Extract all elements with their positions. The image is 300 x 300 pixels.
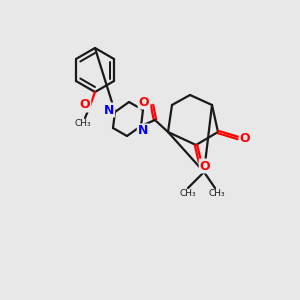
Text: O: O bbox=[80, 98, 90, 112]
Text: O: O bbox=[139, 95, 149, 109]
Text: CH₃: CH₃ bbox=[75, 118, 91, 127]
Text: CH₃: CH₃ bbox=[180, 190, 196, 199]
Text: O: O bbox=[200, 160, 210, 172]
Text: N: N bbox=[104, 103, 114, 116]
Text: O: O bbox=[240, 131, 250, 145]
Text: CH₃: CH₃ bbox=[209, 190, 225, 199]
Text: N: N bbox=[138, 124, 148, 137]
